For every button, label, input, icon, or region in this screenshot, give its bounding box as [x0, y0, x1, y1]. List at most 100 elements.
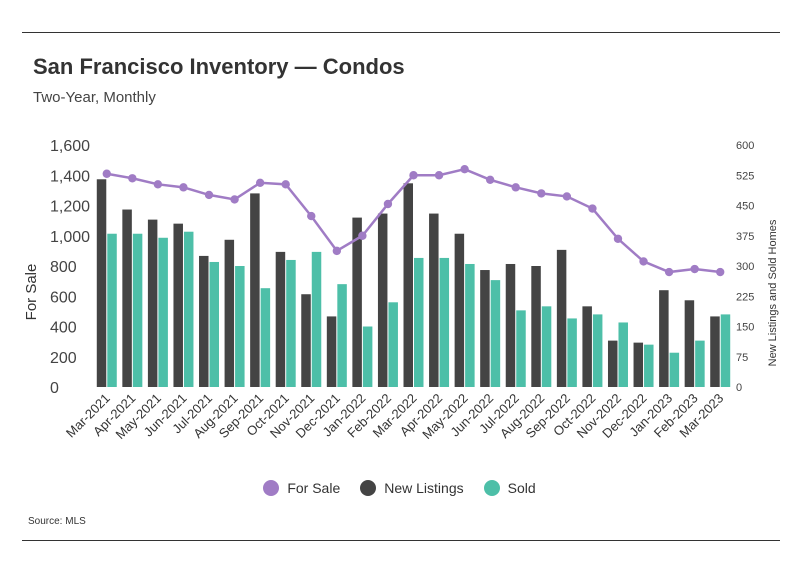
point-for-sale-0 [102, 169, 111, 178]
bar-sold-21 [644, 344, 654, 387]
point-for-sale-12 [409, 171, 418, 180]
bars-layer [96, 179, 731, 387]
y-right-tick-label: 600 [736, 140, 754, 152]
point-for-sale-9 [332, 246, 342, 256]
point-for-sale-11 [383, 199, 393, 209]
bar-new-listings-0 [96, 179, 107, 387]
top-rule [22, 32, 780, 33]
bar-sold-14 [465, 263, 475, 387]
bar-new-listings-19 [582, 306, 592, 387]
for-sale-line-layer [102, 165, 725, 277]
y-right-tick-label: 150 [736, 322, 754, 334]
legend-swatch-sold [483, 480, 500, 496]
bar-sold-2 [158, 237, 168, 387]
bar-new-listings-2 [147, 219, 158, 387]
y-right-tick-label: 450 [736, 201, 754, 213]
point-for-sale-15 [485, 175, 495, 184]
bar-new-listings-5 [224, 239, 235, 387]
bar-sold-4 [209, 261, 220, 387]
y-right-tick-label: 0 [736, 382, 742, 394]
point-for-sale-19 [588, 204, 597, 213]
bar-new-listings-17 [531, 266, 541, 387]
point-for-sale-3 [179, 183, 188, 192]
bottom-rule [22, 540, 780, 541]
bar-new-listings-24 [710, 316, 720, 387]
y-right-tick-label: 525 [736, 170, 754, 182]
point-for-sale-14 [460, 165, 469, 174]
y-left-axis-title: For Sale [23, 264, 40, 321]
y-right-axis-title: New Listings and Sold Homes [767, 219, 779, 366]
bar-sold-19 [592, 314, 603, 387]
bar-sold-10 [362, 326, 373, 387]
bar-new-listings-18 [556, 249, 567, 387]
point-for-sale-20 [613, 234, 623, 243]
legend-item-sold: Sold [483, 480, 536, 496]
legend-item-for-sale: For Sale [263, 480, 340, 496]
y-right-tick-label: 300 [736, 261, 754, 273]
point-for-sale-7 [281, 180, 290, 189]
bar-new-listings-3 [173, 223, 183, 387]
legend-label-sold: Sold [507, 480, 536, 496]
point-for-sale-5 [230, 195, 239, 204]
y-left-tick-label: 800 [50, 259, 77, 276]
bar-new-listings-22 [659, 290, 669, 387]
chart-subtitle: Two-Year, Monthly [33, 89, 156, 106]
y-left-tick-label: 600 [50, 289, 77, 306]
point-for-sale-16 [511, 183, 520, 192]
bar-sold-12 [414, 257, 424, 387]
legend: For Sale New Listings Sold [0, 480, 799, 496]
point-for-sale-4 [204, 190, 214, 200]
point-for-sale-23 [690, 264, 699, 274]
bar-sold-9 [337, 284, 347, 387]
for-sale-line [106, 167, 721, 274]
bar-new-listings-13 [429, 213, 439, 387]
bar-sold-24 [720, 314, 731, 387]
chart-title: San Francisco Inventory — Condos [33, 54, 405, 79]
bar-sold-17 [541, 306, 552, 387]
legend-label-new-listings: New Listings [384, 480, 464, 496]
point-for-sale-17 [537, 189, 546, 198]
bar-new-listings-16 [505, 263, 516, 387]
point-for-sale-8 [307, 211, 316, 221]
legend-label-for-sale: For Sale [287, 480, 341, 496]
source-note: Source: MLS [28, 516, 86, 527]
y-left-tick-label: 200 [50, 350, 77, 367]
y-left-tick-label: 1,200 [50, 199, 90, 216]
bar-sold-23 [695, 340, 705, 387]
bar-sold-6 [260, 288, 271, 387]
bar-sold-7 [286, 259, 296, 387]
y-left-tick-label: 1,600 [50, 138, 90, 155]
y-left-tick-label: 0 [50, 380, 59, 397]
y-left-tick-label: 1,400 [50, 168, 90, 185]
bar-new-listings-20 [607, 340, 618, 387]
bar-new-listings-21 [633, 342, 644, 387]
bar-sold-16 [516, 310, 526, 387]
bar-new-listings-8 [301, 294, 311, 387]
point-for-sale-24 [716, 267, 725, 277]
bar-new-listings-1 [122, 209, 132, 387]
bar-new-listings-6 [250, 193, 260, 387]
bar-new-listings-11 [377, 213, 388, 387]
bar-new-listings-9 [326, 316, 337, 387]
bar-sold-5 [235, 266, 245, 387]
legend-swatch-new-listings [360, 480, 377, 496]
bar-new-listings-15 [480, 270, 490, 387]
y-left-tick-label: 400 [50, 320, 77, 337]
bar-sold-1 [132, 233, 143, 387]
bar-sold-13 [439, 257, 450, 387]
bar-new-listings-7 [275, 251, 286, 387]
point-for-sale-6 [255, 178, 265, 188]
bar-sold-8 [311, 251, 322, 387]
y-right-tick-label: 375 [736, 231, 754, 243]
point-for-sale-1 [128, 174, 137, 183]
point-for-sale-10 [358, 231, 367, 240]
bar-new-listings-12 [403, 183, 413, 387]
point-for-sale-2 [153, 180, 163, 189]
bar-new-listings-10 [352, 217, 362, 387]
bar-sold-11 [388, 302, 398, 387]
bar-new-listings-14 [454, 233, 465, 387]
bar-sold-0 [107, 233, 117, 387]
y-left-tick-label: 1,000 [50, 229, 90, 246]
legend-swatch-for-sale [263, 480, 280, 496]
